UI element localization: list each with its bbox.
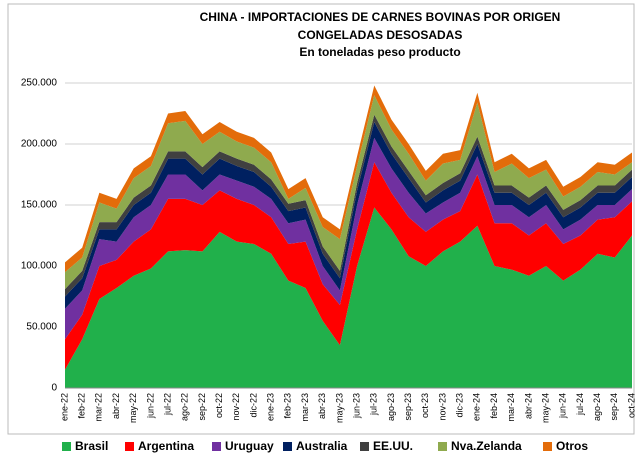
x-tick-label: ago-23 <box>386 393 396 421</box>
legend-swatch <box>543 442 552 451</box>
area <box>65 137 632 340</box>
chart-title: CHINA - IMPORTACIONES DE CARNES BOVINAS … <box>200 10 561 24</box>
legend-label: Brasil <box>75 439 108 453</box>
legend-label: Australia <box>296 439 348 453</box>
y-tick-label: 50.000 <box>26 322 57 333</box>
legend-swatch <box>438 442 447 451</box>
x-tick-label: jun-23 <box>351 393 361 419</box>
x-tick-label: ene-22 <box>59 393 69 421</box>
chart-subtitle: CONGELADAS DESOSADAS <box>298 28 463 42</box>
x-tick-label: jul-24 <box>575 393 585 416</box>
legend-swatch <box>360 442 369 451</box>
x-tick-label: feb-23 <box>283 393 293 419</box>
legend-swatch <box>283 442 292 451</box>
x-tick-label: oct-24 <box>626 393 636 418</box>
x-tick-label: ago-22 <box>180 393 190 421</box>
x-tick-label: mar-23 <box>300 393 310 422</box>
area <box>65 85 632 273</box>
x-tick-label: dic-22 <box>248 393 258 418</box>
chart-note: En toneladas peso producto <box>299 45 460 59</box>
y-tick-label: 200.000 <box>21 139 58 150</box>
legend-label: Argentina <box>138 439 194 453</box>
x-tick-label: oct-22 <box>214 393 224 418</box>
x-tick-label: abr-24 <box>523 393 533 419</box>
legend-label: Nva.Zelanda <box>451 439 522 453</box>
x-tick-label: sep-23 <box>403 393 413 421</box>
x-tick-label: feb-22 <box>77 393 87 419</box>
x-tick-label: nov-23 <box>437 393 447 421</box>
y-tick-label: 0 <box>51 383 57 394</box>
x-tick-label: jul-22 <box>162 393 172 416</box>
x-tick-label: nov-22 <box>231 393 241 421</box>
legend-swatch <box>212 442 221 451</box>
x-tick-label: oct-23 <box>420 393 430 418</box>
x-tick-label: feb-24 <box>489 393 499 419</box>
x-tick-label: ago-24 <box>592 393 602 421</box>
x-tick-label: mar-24 <box>506 393 516 422</box>
x-tick-label: abr-22 <box>111 393 121 419</box>
y-tick-label: 250.000 <box>21 78 58 89</box>
legend-label: Uruguay <box>225 439 274 453</box>
x-tick-label: mar-22 <box>94 393 104 422</box>
x-tick-label: dic-23 <box>455 393 465 418</box>
x-tick-label: ene-23 <box>266 393 276 421</box>
area <box>65 162 632 370</box>
x-tick-label: may-24 <box>540 393 550 423</box>
x-tick-label: sep-24 <box>609 393 619 421</box>
legend-label: EE.UU. <box>373 439 413 453</box>
area <box>65 95 632 290</box>
y-tick-label: 100.000 <box>21 261 58 272</box>
area <box>65 207 632 388</box>
y-tick-label: 150.000 <box>21 200 58 211</box>
x-tick-label: jun-22 <box>145 393 155 419</box>
x-tick-label: sep-22 <box>197 393 207 421</box>
x-tick-label: abr-23 <box>317 393 327 419</box>
x-tick-label: may-23 <box>334 393 344 423</box>
x-tick-label: jul-23 <box>369 393 379 416</box>
legend-swatch <box>62 442 71 451</box>
legend-label: Otros <box>556 439 588 453</box>
x-tick-label: ene-24 <box>472 393 482 421</box>
x-tick-label: jun-24 <box>558 393 568 419</box>
legend-swatch <box>125 442 134 451</box>
x-tick-label: may-22 <box>128 393 138 423</box>
